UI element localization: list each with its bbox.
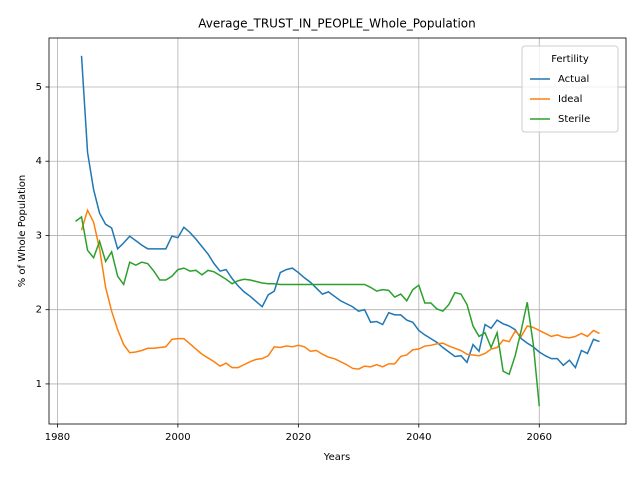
x-axis-label: Years (323, 452, 350, 463)
plot-frame (48, 37, 627, 425)
x-tick-label: 2000 (165, 432, 190, 443)
legend-label: Ideal (558, 94, 582, 105)
x-tick-label: 1980 (45, 432, 70, 443)
legend-label: Actual (558, 74, 589, 85)
y-axis-label: % of Whole Population (17, 175, 28, 288)
x-tick-label: 2020 (286, 432, 311, 443)
x-tick-label: 2040 (406, 432, 431, 443)
chart-title: Average_TRUST_IN_PEOPLE_Whole_Population (198, 17, 476, 31)
legend-box (521, 45, 619, 133)
y-tick-label: 4 (36, 156, 42, 167)
y-tick-label: 2 (36, 305, 42, 316)
y-tick-label: 3 (36, 230, 42, 241)
x-tick-label: 2060 (527, 432, 552, 443)
series-line (80, 208, 600, 370)
series-line (80, 55, 600, 370)
y-tick-label: 1 (36, 379, 42, 390)
series-line (75, 215, 541, 407)
y-tick-label: 5 (36, 82, 42, 93)
legend-label: Sterile (558, 114, 590, 125)
legend-title: Fertility (551, 54, 589, 65)
